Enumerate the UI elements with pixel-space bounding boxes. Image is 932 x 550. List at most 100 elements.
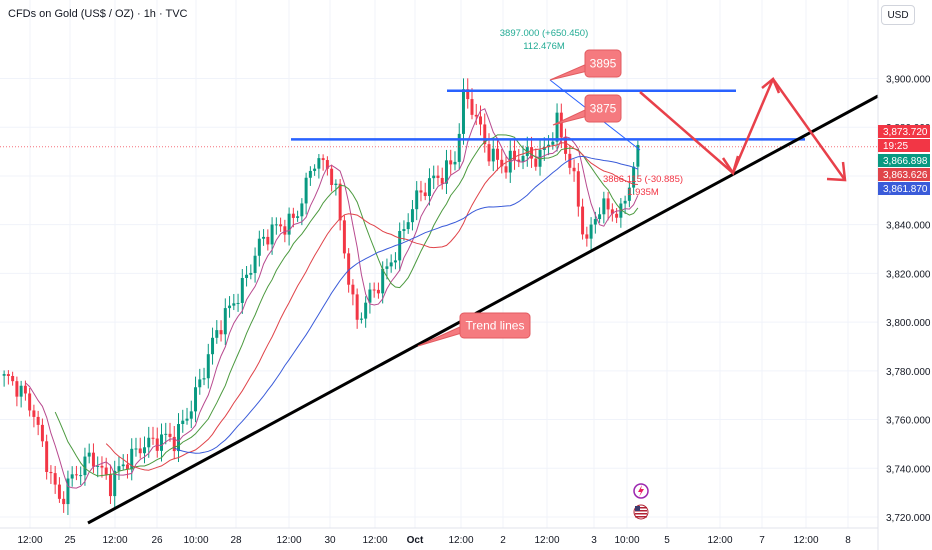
candle-body [232,303,236,306]
x-tick-label: 28 [230,535,242,546]
price-tag-text: 3,873.720 [883,127,928,138]
candle-body [576,171,580,207]
candle-body [564,137,568,154]
callout-text: 3895 [590,57,617,71]
candle-body [602,198,606,215]
candle-body [202,378,206,380]
candle-body [53,473,57,485]
candle-body [427,178,431,197]
candle-body [440,177,444,184]
x-tick-label: 10:00 [614,535,639,546]
candle-body [398,230,402,261]
candle-body [291,213,295,218]
moving-average-line [105,142,638,471]
candle-body [568,153,572,168]
candle-body [194,387,198,412]
candle-body [287,213,291,235]
currency-button[interactable]: USD [881,5,915,25]
candle-body [181,420,185,425]
candle-body [381,268,385,294]
candle-body [598,214,602,220]
candle-body [547,144,551,148]
candle-body [359,318,363,320]
candle-body [415,190,419,210]
candle-body [130,448,134,470]
y-tick-label: 3,740.000 [886,464,931,475]
candle-body [113,470,117,497]
candle-body [483,124,487,145]
callout-box [459,312,531,339]
candle-body [32,410,36,417]
lightning-icon [633,483,649,499]
candle-body [57,484,61,499]
price-tag-text: 19:25 [883,141,908,152]
candle-body [223,308,227,335]
candle-body [168,433,172,437]
candle-body [555,112,559,142]
candle-body [36,416,40,425]
candle-body [79,475,83,477]
price-tag: 3,861.870 [878,182,930,195]
x-tick-label: 5 [664,535,670,546]
candle-body [389,262,393,267]
callout-3875: 3875 [552,94,622,126]
price-tag: 3,863.626 [878,168,930,181]
price-tag-bg [878,139,930,152]
candle-body [249,272,253,275]
candle-body [160,434,163,451]
callout-box [584,49,622,78]
candle-body [300,203,304,217]
candle-body [121,464,125,467]
arrowhead-up [761,76,781,94]
candle-body [534,158,538,167]
arrowhead-down-2 [826,161,847,182]
candle-body [406,222,410,230]
candle-body [45,441,49,472]
candle-body [2,374,6,376]
x-tick-label: 12:00 [102,535,127,546]
candle-body [189,411,193,419]
x-tick-label: 12:00 [707,535,732,546]
candle-body [164,433,168,435]
moving-average-line [174,155,639,454]
callout-3895: 3895 [549,49,622,81]
price-tag-text: 3,863.626 [883,170,928,181]
candle-body [364,302,368,319]
candle-body [410,209,414,223]
candle-body [368,289,372,303]
candle-body [593,219,597,225]
candle-body [474,114,478,117]
candle-body [177,424,181,452]
low-label-volume: 1.935M [627,187,659,198]
candle-body [317,158,321,169]
candle-body [572,167,576,172]
price-tag-text: 3,866.898 [883,156,928,167]
x-tick-label: 26 [151,535,163,546]
x-tick-label: 12:00 [448,535,473,546]
candle-body [402,229,406,231]
candle-body [589,224,593,239]
y-tick-label: 3,820.000 [886,269,931,280]
callout-pointer [417,323,467,347]
candle-body [334,183,338,185]
moving-average-line [25,108,639,489]
ascending-trend-line [87,94,879,525]
candle-body [70,474,74,479]
candle-body [262,236,266,239]
candle-body [134,448,138,450]
candle-body [372,289,376,291]
candle-body [627,187,631,201]
candle-body [491,148,495,162]
price-tag-bg [878,125,930,138]
moving-average-line [54,134,639,477]
x-tick-label: 7 [759,535,765,546]
candle-body [385,266,389,269]
candle-body [479,116,482,125]
candle-body [40,424,44,442]
callout-text: Trend lines [466,319,525,333]
candle-body [23,385,27,394]
y-tick-label: 3,840.000 [886,221,931,232]
candle-body [585,234,589,239]
candle-body [253,255,257,273]
